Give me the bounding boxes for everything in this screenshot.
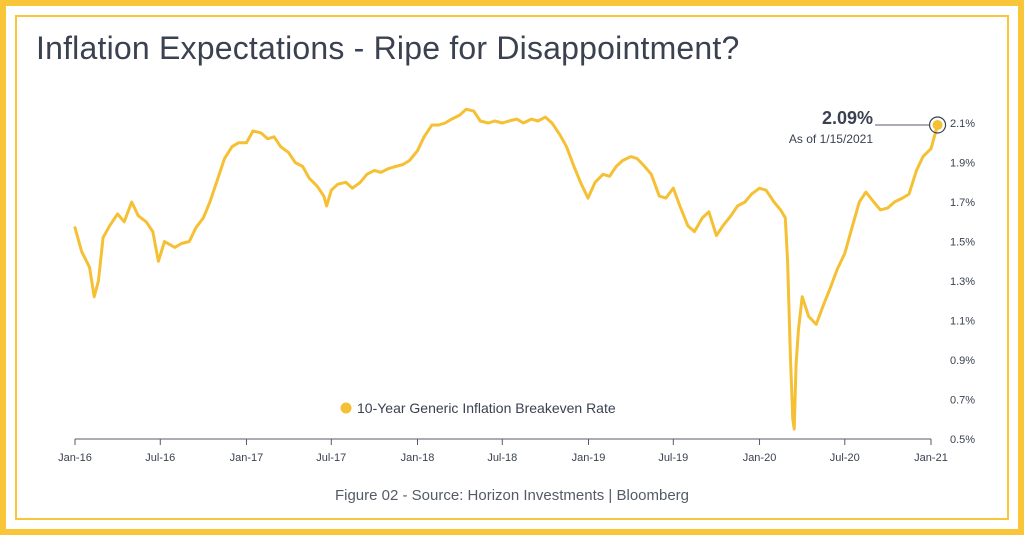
annotation-ring [928, 116, 947, 134]
legend-label: 10-Year Generic Inflation Breakeven Rate [357, 400, 616, 416]
x-tick-label: Jan-16 [58, 452, 92, 464]
figure-caption: Figure 02 - Source: Horizon Investments … [334, 487, 690, 504]
x-tick-label: Jan-20 [743, 452, 777, 464]
annotation-date: As of 1/15/2021 [789, 132, 873, 146]
x-tick-label: Jan-17 [230, 452, 264, 464]
y-tick-label: 0.7% [950, 395, 975, 407]
y-tick-label: 0.5% [950, 434, 975, 446]
x-tick-label: Jul-17 [316, 452, 346, 464]
page-title: Inflation Expectations - Ripe for Disapp… [36, 30, 740, 66]
y-tick-label: 1.5% [950, 237, 975, 249]
y-tick-label: 1.1% [950, 316, 975, 328]
y-tick-label: 1.7% [950, 197, 975, 209]
annotation-point [932, 119, 943, 130]
x-tick-label: Jan-18 [401, 452, 435, 464]
legend-swatch [340, 402, 352, 414]
x-tick-label: Jul-19 [658, 452, 688, 464]
y-tick-label: 0.9% [950, 355, 975, 367]
x-tick-label: Jul-18 [487, 452, 517, 464]
x-tick-label: Jul-20 [830, 452, 860, 464]
inner-frame [15, 15, 1009, 520]
series-line-breakeven-rate [73, 107, 940, 431]
y-tick-label: 1.9% [950, 158, 975, 170]
y-tick-label: 2.1% [950, 118, 975, 130]
annotation-value: 2.09% [822, 108, 873, 128]
y-tick-label: 1.3% [950, 276, 975, 288]
x-tick-label: Jul-16 [145, 452, 175, 464]
x-tick-label: Jan-19 [572, 452, 606, 464]
x-tick-label: Jan-21 [914, 452, 948, 464]
